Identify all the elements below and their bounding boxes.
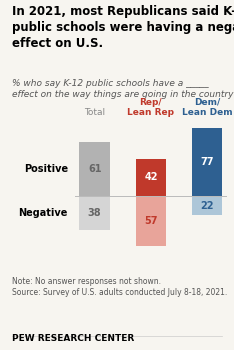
Text: In 2021, most Republicans said K-12
public schools were having a negative
effect: In 2021, most Republicans said K-12 publ… xyxy=(12,5,234,50)
Text: Positive: Positive xyxy=(24,164,68,174)
Text: % who say K-12 public schools have a _____
effect on the way things are going in: % who say K-12 public schools have a ___… xyxy=(12,79,233,99)
Bar xyxy=(192,128,223,196)
Text: 42: 42 xyxy=(144,173,158,182)
Text: Negative: Negative xyxy=(18,208,68,218)
Text: Dem/
Lean Dem: Dem/ Lean Dem xyxy=(182,98,233,117)
Text: Rep/
Lean Rep: Rep/ Lean Rep xyxy=(128,98,174,117)
Text: 22: 22 xyxy=(201,201,214,211)
Text: PEW RESEARCH CENTER: PEW RESEARCH CENTER xyxy=(12,334,134,343)
Bar xyxy=(136,196,166,246)
Text: 57: 57 xyxy=(144,216,158,226)
Text: 38: 38 xyxy=(88,208,102,218)
Bar xyxy=(80,142,110,196)
Text: Note: No answer responses not shown.
Source: Survey of U.S. adults conducted Jul: Note: No answer responses not shown. Sou… xyxy=(12,276,227,296)
Text: Total: Total xyxy=(84,108,105,117)
Text: 61: 61 xyxy=(88,164,101,174)
Text: 77: 77 xyxy=(201,157,214,167)
Bar xyxy=(136,159,166,196)
Bar xyxy=(192,196,223,216)
Bar xyxy=(80,196,110,230)
